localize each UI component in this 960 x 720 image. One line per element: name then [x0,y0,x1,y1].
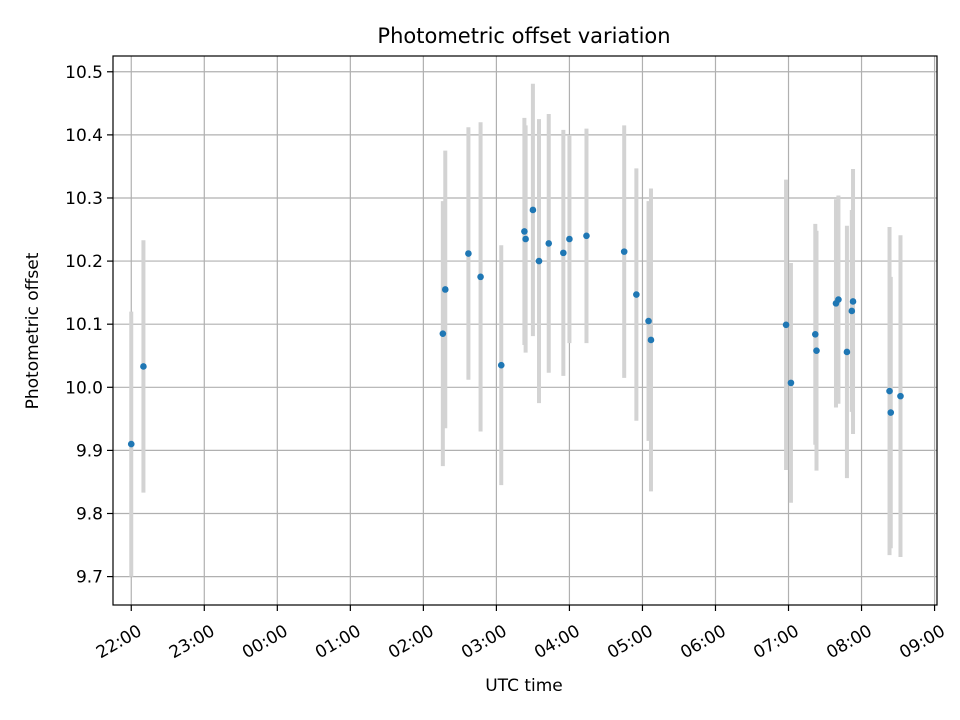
data-point [835,296,842,303]
data-point [566,235,573,243]
data-point [439,330,447,337]
x-axis-label: UTC time [485,676,563,696]
data-point [647,336,655,344]
data-point [813,347,820,354]
grid-lines [113,56,937,605]
data-point [787,379,795,387]
data-point [140,363,147,370]
y-tick-label: 9.7 [76,568,103,588]
data-point [521,228,528,235]
data-point [497,361,505,369]
data-point [645,317,652,325]
y-tick-label: 10.5 [65,63,103,83]
data-point [782,321,790,329]
data-points [127,206,904,448]
data-point [848,307,856,315]
y-axis-label: Photometric offset [23,252,43,409]
y-tick-label: 10.0 [65,378,103,398]
data-point [633,291,640,298]
data-point [477,273,484,281]
data-point [811,330,819,338]
data-point [522,235,529,243]
data-point [886,387,893,395]
plot-frame [112,55,938,606]
chart-title: Photometric offset variation [377,24,670,48]
data-point [560,249,567,257]
y-tick-label: 9.8 [76,505,103,525]
data-point [887,409,895,416]
data-point [583,232,590,240]
data-point [849,298,857,305]
data-point [545,240,553,247]
data-point [897,392,904,400]
data-point [441,286,449,293]
data-point [535,257,543,265]
y-axis-ticks: 9.7 9.8 9.9 10.0 10.1 10.2 10.3 10.4 10.5 [65,63,113,588]
data-point [529,206,537,214]
y-tick-label: 10.4 [65,126,103,146]
data-point [465,250,472,257]
y-tick-label: 10.2 [65,252,103,272]
y-tick-label: 10.3 [65,189,103,209]
data-point [620,248,628,255]
y-tick-label: 9.9 [76,441,103,461]
y-tick-label: 10.1 [65,315,103,335]
data-point [843,348,851,356]
data-point [127,440,135,448]
